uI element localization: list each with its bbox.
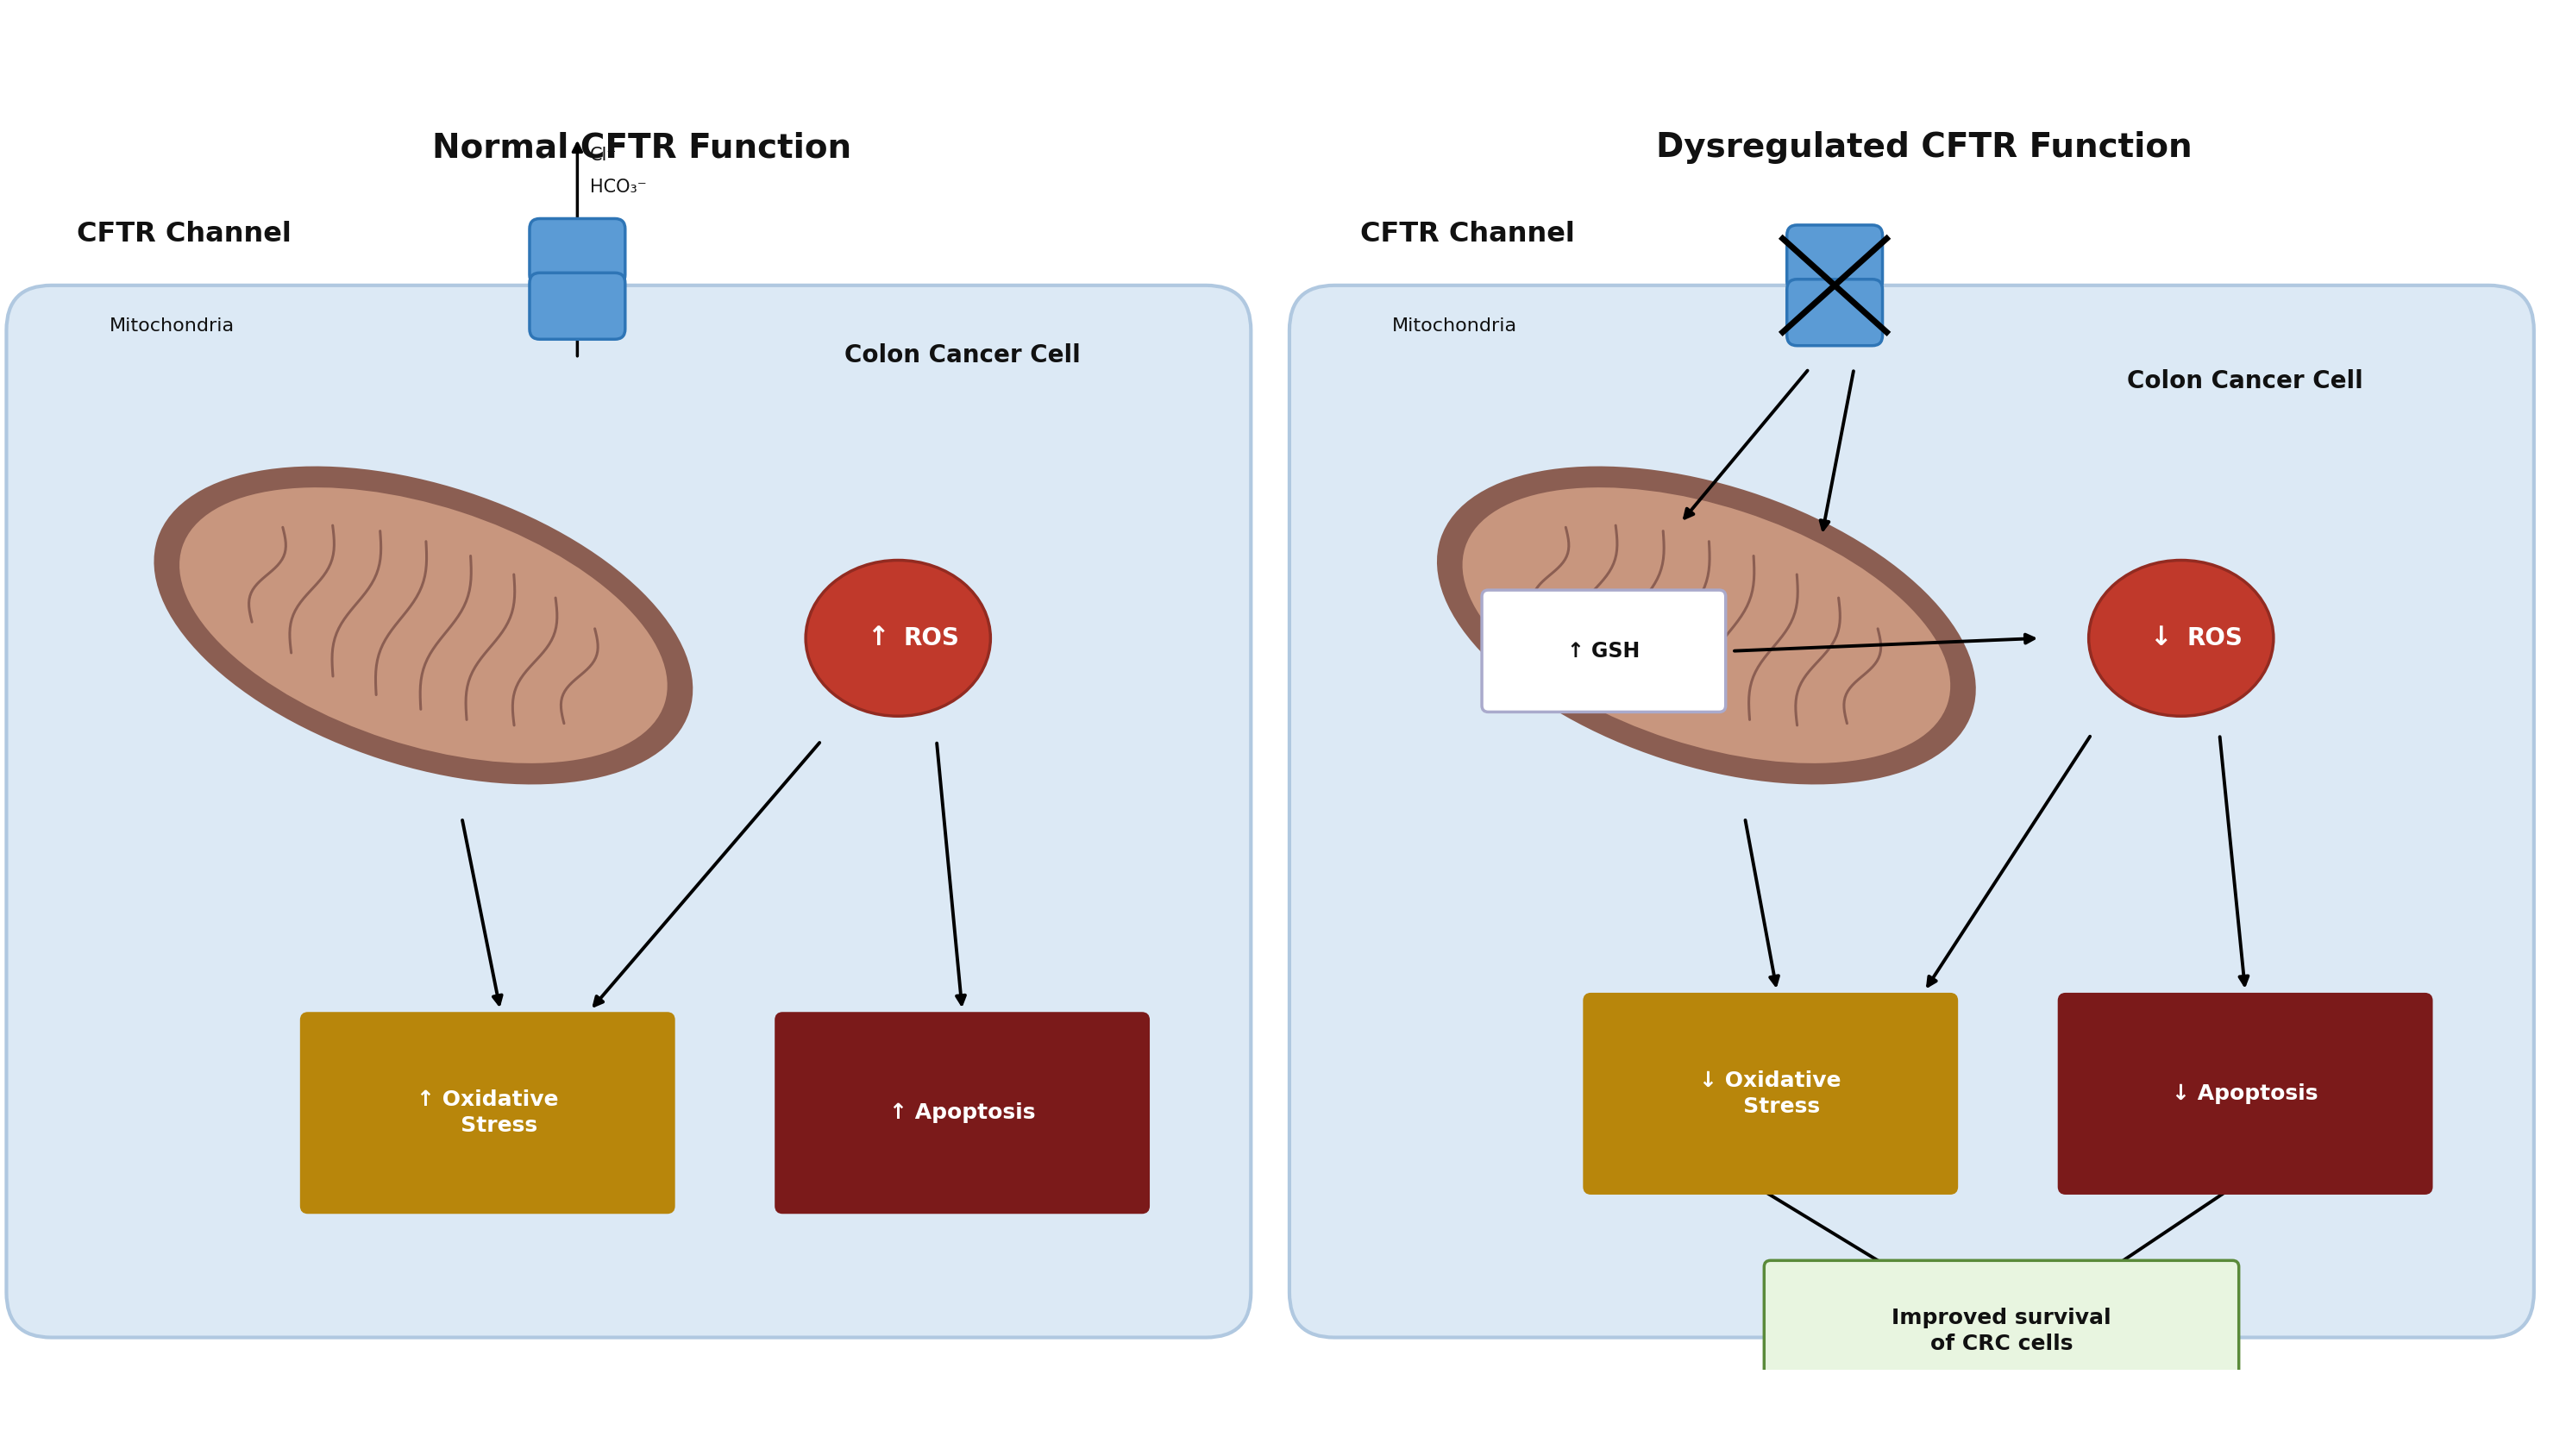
Text: CFTR Channel: CFTR Channel — [77, 221, 293, 248]
FancyBboxPatch shape — [2058, 994, 2433, 1192]
Text: ↑ Oxidative
   Stress: ↑ Oxidative Stress — [416, 1089, 559, 1136]
FancyBboxPatch shape — [1786, 226, 1883, 291]
Text: ↓: ↓ — [2150, 626, 2171, 651]
FancyBboxPatch shape — [529, 272, 626, 339]
Text: ROS: ROS — [903, 626, 960, 651]
Text: CFTR Channel: CFTR Channel — [1360, 221, 1576, 248]
Text: Dysregulated CFTR Function: Dysregulated CFTR Function — [1658, 131, 2191, 165]
Ellipse shape — [154, 467, 693, 783]
FancyBboxPatch shape — [529, 218, 626, 285]
Text: Mitochondria: Mitochondria — [108, 317, 234, 335]
FancyBboxPatch shape — [1817, 277, 1853, 294]
Ellipse shape — [1437, 467, 1976, 783]
Text: Cl⁻: Cl⁻ — [590, 146, 618, 163]
FancyBboxPatch shape — [1481, 590, 1724, 712]
FancyBboxPatch shape — [8, 285, 1252, 1338]
Text: ↓ Apoptosis: ↓ Apoptosis — [2173, 1083, 2317, 1104]
FancyBboxPatch shape — [1291, 285, 2535, 1338]
Text: Normal CFTR Function: Normal CFTR Function — [431, 131, 852, 165]
Text: ROS: ROS — [2186, 626, 2243, 651]
Ellipse shape — [2089, 561, 2273, 716]
FancyBboxPatch shape — [775, 1013, 1150, 1213]
FancyBboxPatch shape — [1786, 280, 1883, 345]
Text: Colon Cancer Cell: Colon Cancer Cell — [2127, 368, 2363, 393]
Text: Improved survival
of CRC cells: Improved survival of CRC cells — [1891, 1307, 2112, 1354]
Text: HCO₃⁻: HCO₃⁻ — [590, 178, 647, 195]
Text: ↑ Apoptosis: ↑ Apoptosis — [890, 1102, 1034, 1123]
Text: Colon Cancer Cell: Colon Cancer Cell — [844, 344, 1080, 367]
FancyBboxPatch shape — [559, 271, 595, 287]
FancyBboxPatch shape — [1763, 1261, 2238, 1402]
Ellipse shape — [806, 561, 990, 716]
Text: ↑ GSH: ↑ GSH — [1568, 641, 1640, 661]
Ellipse shape — [180, 488, 667, 763]
Ellipse shape — [1463, 488, 1950, 763]
Text: ↓ Oxidative
   Stress: ↓ Oxidative Stress — [1699, 1070, 1842, 1117]
Text: ↑: ↑ — [867, 626, 888, 651]
FancyBboxPatch shape — [1586, 994, 1958, 1192]
Text: Mitochondria: Mitochondria — [1391, 317, 1517, 335]
FancyBboxPatch shape — [303, 1013, 672, 1213]
